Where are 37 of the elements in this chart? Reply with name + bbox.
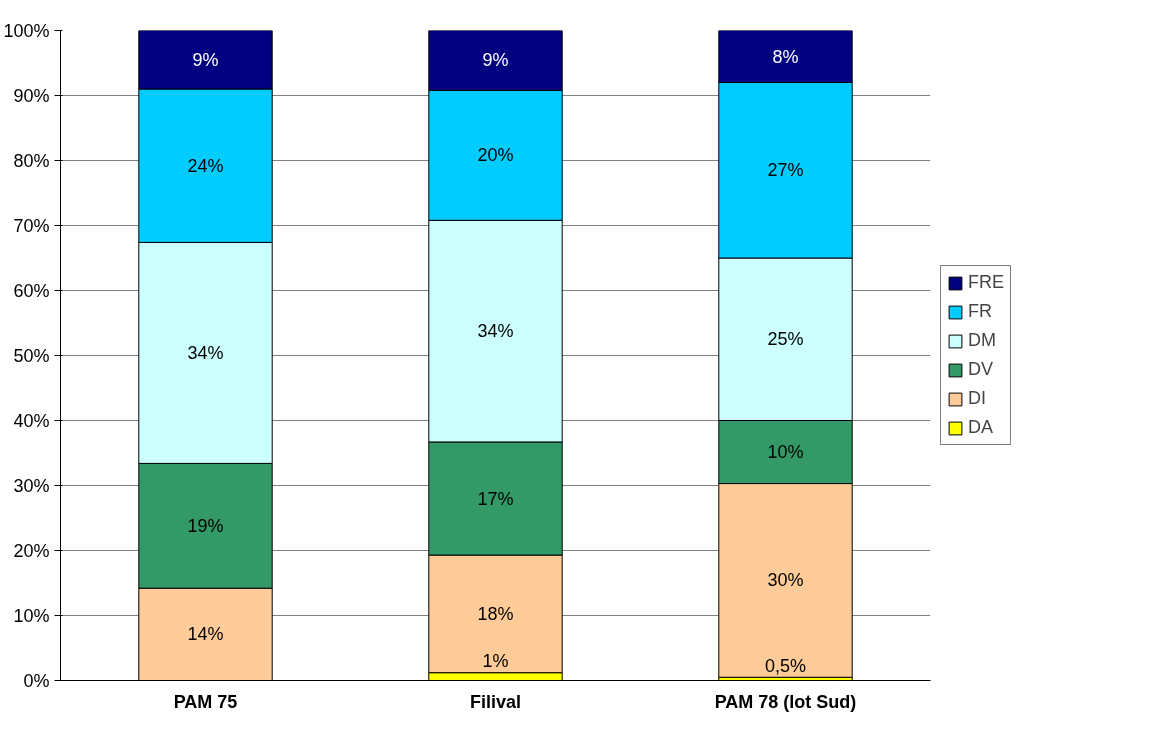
data-label: 34%	[187, 342, 224, 363]
data-label: 9%	[482, 50, 509, 71]
data-label: 19%	[187, 515, 224, 536]
data-label: 8%	[772, 46, 799, 67]
x-tick-label: PAM 78 (lot Sud)	[714, 691, 857, 712]
y-tick-label: 100%	[3, 20, 50, 41]
data-label: 30%	[767, 570, 804, 591]
x-tick-label: Filival	[469, 691, 522, 712]
data-label: 17%	[477, 488, 514, 509]
x-tick-label: PAM 75	[173, 691, 238, 712]
y-tick-label: 0%	[23, 670, 50, 691]
y-tick-label: 40%	[13, 410, 50, 431]
data-label: 25%	[767, 329, 804, 350]
data-label: 1%	[482, 651, 509, 672]
data-label: 0,5%	[764, 655, 807, 676]
legend-label: DI	[968, 388, 987, 409]
data-label: 24%	[187, 155, 224, 176]
y-tick-label: 60%	[13, 280, 50, 301]
y-tick-label: 10%	[13, 605, 50, 626]
data-label: 20%	[477, 145, 514, 166]
legend-label: DM	[968, 330, 996, 351]
data-label: 27%	[767, 160, 804, 181]
data-label: 9%	[192, 49, 219, 70]
y-tick-label: 70%	[13, 215, 50, 236]
y-tick-label: 80%	[13, 150, 50, 171]
y-tick-label: 20%	[13, 540, 50, 561]
y-tick-label: 90%	[13, 85, 50, 106]
data-label: 18%	[477, 603, 514, 624]
legend-label: FR	[968, 301, 992, 322]
data-label: 10%	[767, 442, 804, 463]
y-tick-label: 30%	[13, 475, 50, 496]
legend-label: DA	[968, 417, 994, 438]
legend-label: DV	[968, 359, 994, 380]
data-label: 14%	[187, 624, 224, 645]
y-tick-label: 50%	[13, 345, 50, 366]
legend-label: FRE	[968, 272, 1004, 293]
data-label: 34%	[477, 321, 514, 342]
